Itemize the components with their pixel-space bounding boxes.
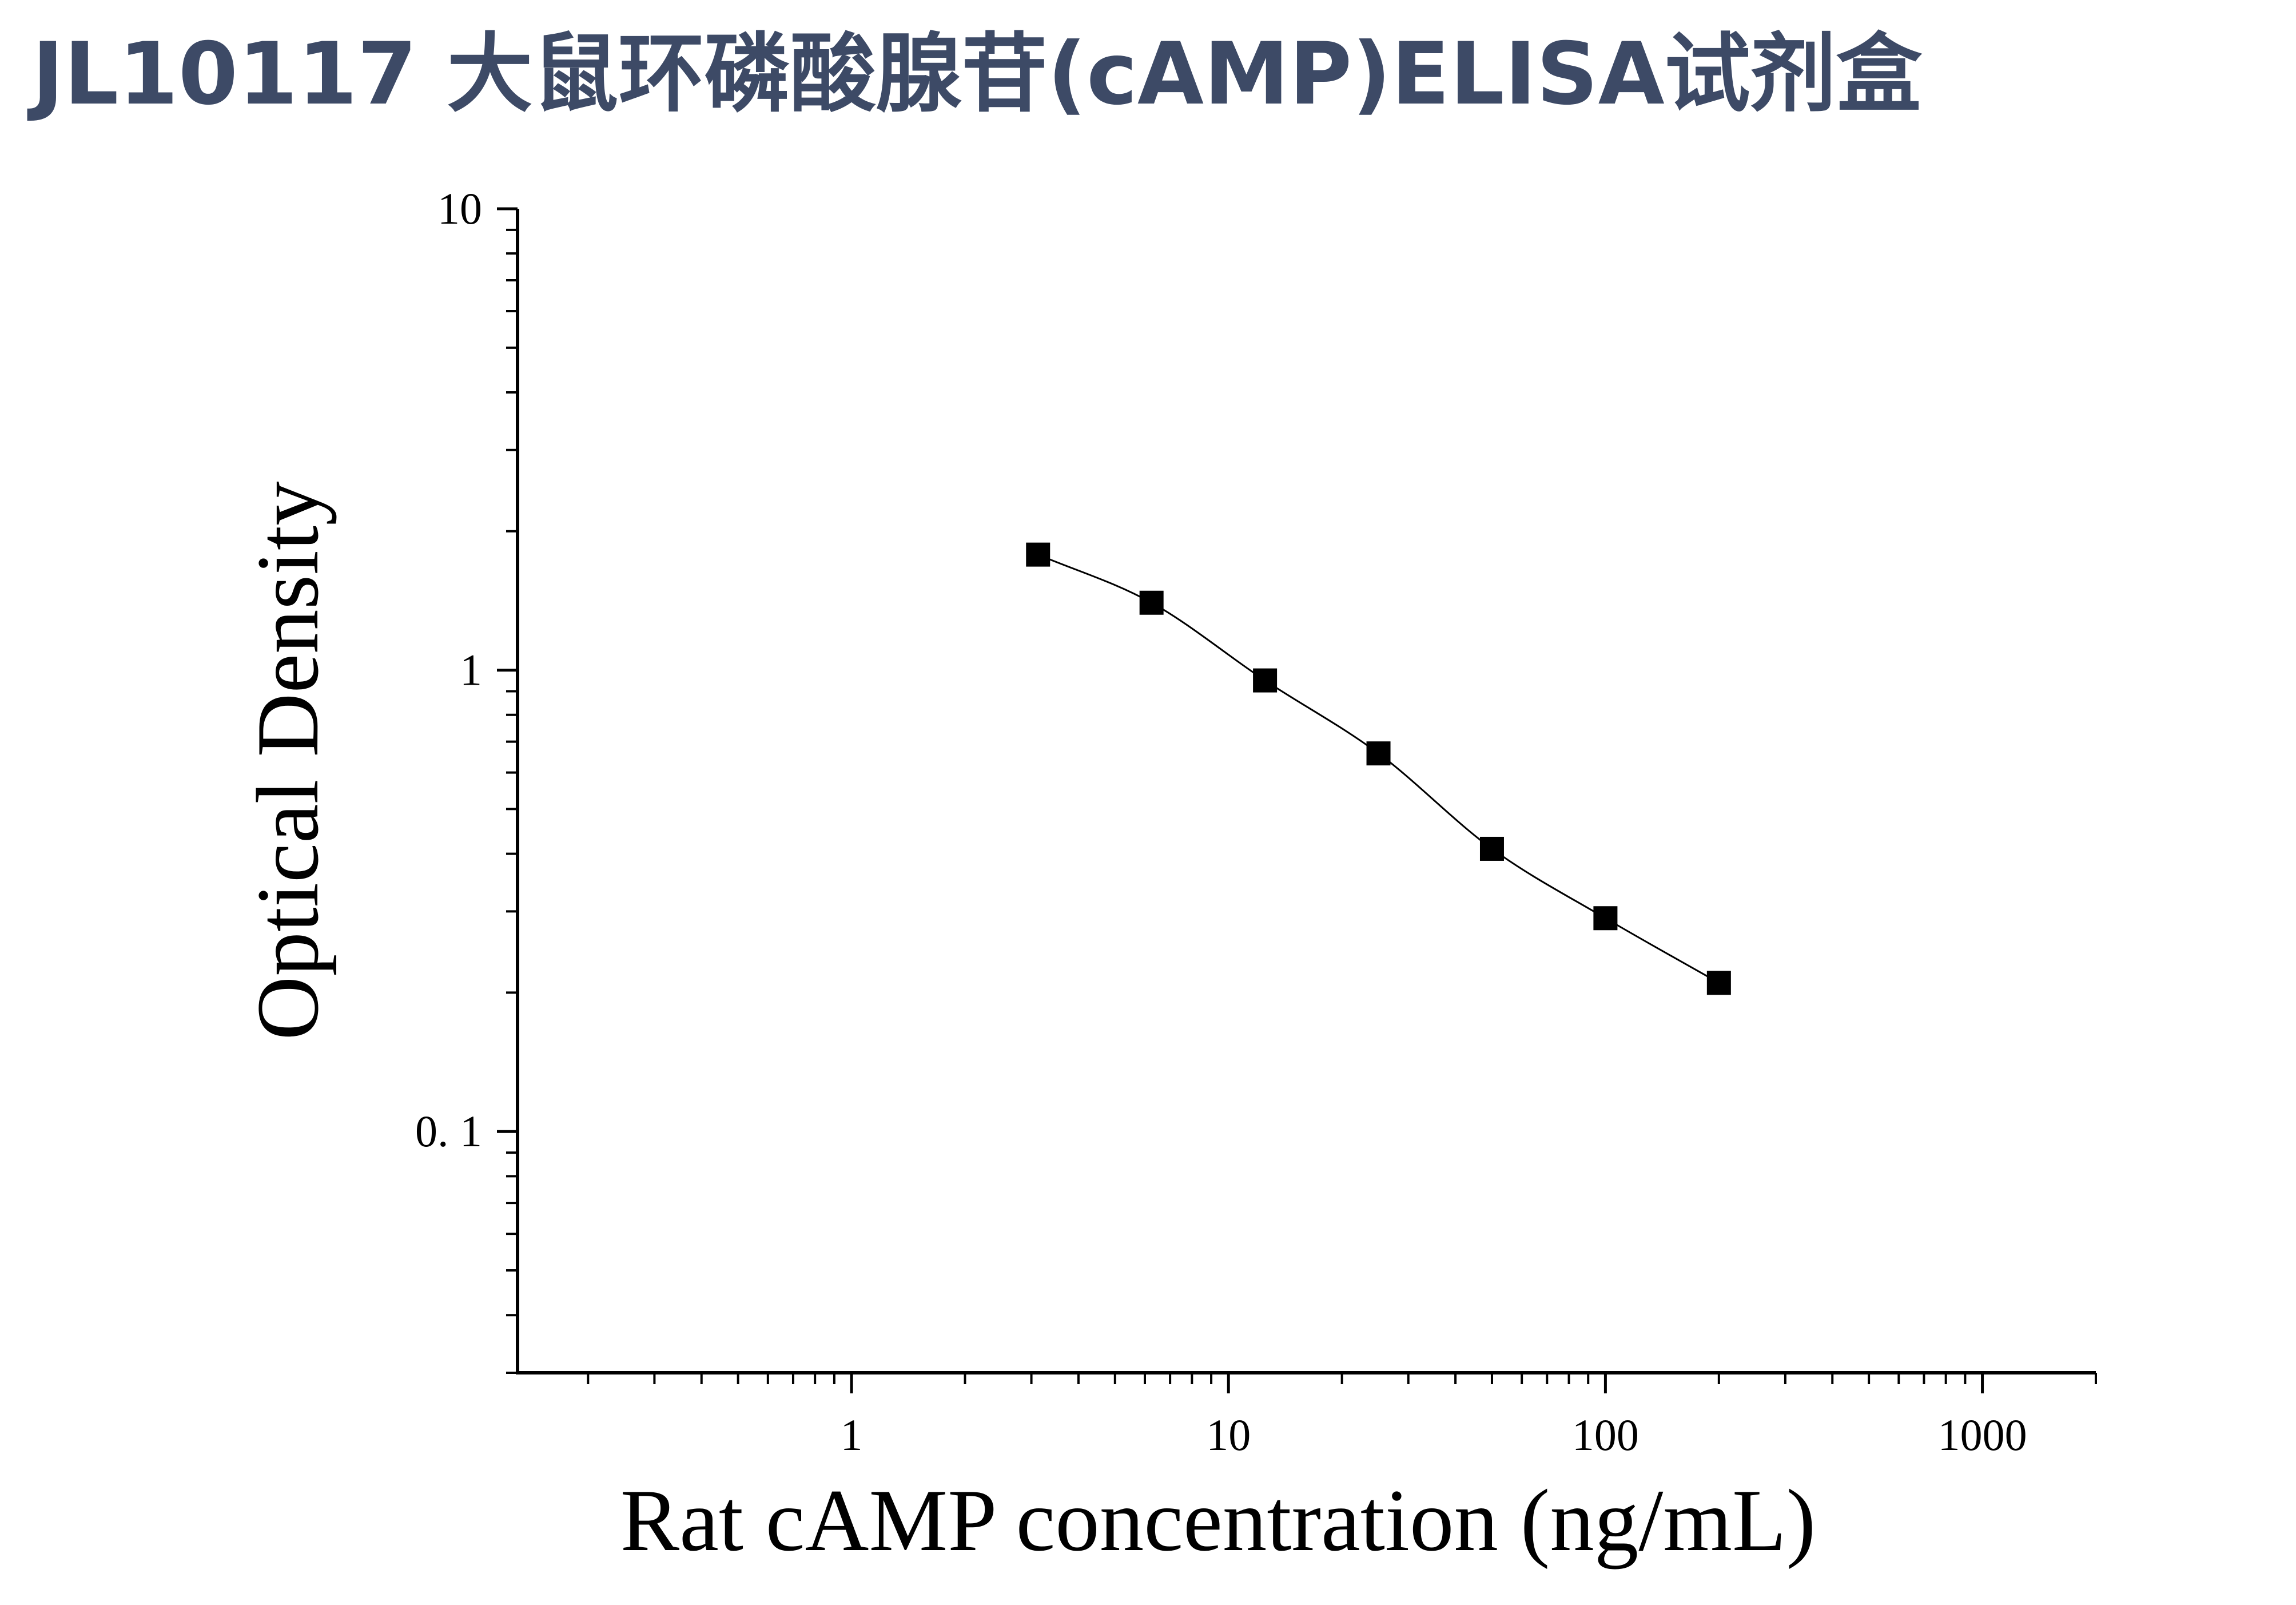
y-axis-title: Optical Density — [238, 481, 337, 1040]
page-title: JL10117 大鼠环磷酸腺苷(cAMP)ELISA试剂盒 — [32, 25, 1922, 124]
x-tick-label: 100 — [1572, 1410, 1639, 1460]
y-tick-label: 0. 1 — [415, 1106, 482, 1156]
data-markers — [1026, 542, 1731, 995]
data-point — [1026, 542, 1050, 567]
data-point — [1253, 668, 1278, 693]
data-point — [1139, 590, 1164, 615]
data-point — [1593, 906, 1618, 931]
y-tick-label: 1 — [460, 645, 482, 695]
data-point — [1366, 741, 1391, 766]
x-axis-title: Rat cAMP concentration (ng/mL) — [620, 1471, 1816, 1570]
y-tick-labels: 0. 1 1 10 — [415, 184, 482, 1156]
x-tick-label: 1 — [841, 1410, 863, 1460]
y-tick-label: 10 — [437, 184, 482, 233]
x-tick-labels: 1 10 100 1000 — [841, 1410, 2027, 1460]
x-tick-label: 10 — [1206, 1410, 1251, 1460]
y-minor-ticks — [506, 228, 518, 1374]
data-point — [1479, 836, 1504, 861]
x-major-ticks — [850, 1373, 1984, 1393]
data-point — [1706, 971, 1731, 995]
x-minor-ticks — [587, 1373, 2097, 1384]
y-major-ticks — [497, 207, 518, 1133]
x-tick-label: 1000 — [1938, 1410, 2027, 1460]
